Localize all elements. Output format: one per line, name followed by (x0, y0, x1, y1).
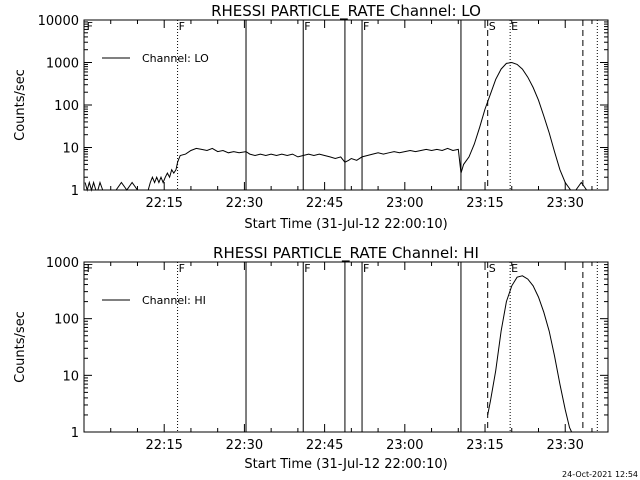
event-marker-label: F (363, 20, 369, 33)
y-tick-label: 10000 (38, 14, 79, 29)
y-tick-label: 1 (71, 184, 79, 199)
x-tick-label: 23:00 (386, 438, 423, 453)
y-tick-label: 1 (71, 426, 79, 441)
legend-label: Channel: LO (142, 52, 209, 65)
y-tick-label: 10 (62, 369, 79, 384)
y-axis-label: Counts/sec (13, 311, 28, 383)
x-tick-label: 22:30 (226, 438, 263, 453)
x-axis-label: Start Time (31-Jul-12 22:00:10) (244, 217, 447, 232)
event-marker-label: E (511, 262, 518, 275)
event-marker-label: F (179, 20, 185, 33)
x-tick-label: 23:30 (546, 196, 583, 211)
event-marker-label: F (363, 262, 369, 275)
plot-frame (83, 261, 609, 433)
series-line (487, 275, 573, 433)
footer-timestamp: 24-Oct-2021 12:54 (562, 470, 638, 479)
y-tick-label: 100 (54, 99, 79, 114)
y-tick-label: 1000 (46, 256, 79, 271)
x-tick-label: 22:15 (145, 438, 182, 453)
y-tick-label: 1000 (46, 57, 79, 72)
event-marker-label: F (304, 20, 310, 33)
x-tick-label: 23:30 (546, 438, 583, 453)
event-marker-label: S (489, 20, 496, 33)
x-tick-label: 23:00 (386, 196, 423, 211)
x-tick-label: 23:15 (466, 438, 503, 453)
x-tick-label: 22:30 (226, 196, 263, 211)
chart-title: RHESSI PARTICLE_RATE Channel: LO (211, 2, 481, 21)
event-marker-label: F (87, 262, 93, 275)
x-tick-label: 22:45 (306, 196, 343, 211)
chart-title: RHESSI PARTICLE_RATE Channel: HI (213, 244, 479, 263)
x-tick-label: 22:15 (145, 196, 182, 211)
y-tick-label: 100 (54, 313, 79, 328)
event-marker-label: F (179, 262, 185, 275)
event-marker-label: E (511, 20, 518, 33)
legend-label: Channel: HI (142, 294, 206, 307)
x-axis-label: Start Time (31-Jul-12 22:00:10) (244, 457, 447, 472)
y-tick-label: 10 (62, 142, 79, 157)
series-line (84, 61, 592, 192)
x-tick-label: 23:15 (466, 196, 503, 211)
event-marker-label: F (87, 20, 93, 33)
event-marker-label: F (304, 262, 310, 275)
y-axis-label: Counts/sec (13, 69, 28, 141)
x-tick-label: 22:45 (306, 438, 343, 453)
event-marker-label: S (489, 262, 496, 275)
